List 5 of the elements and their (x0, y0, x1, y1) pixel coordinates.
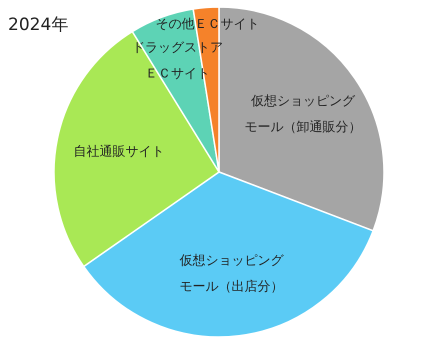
text: 2024年 (8, 15, 68, 35)
slice-label: その他ＥＣサイト (155, 16, 260, 32)
slice-label: 自社通販サイト (73, 144, 164, 159)
slice-label: 仮想ショッピングモール（卸通販分） (244, 94, 362, 135)
slice-label: 仮想ショッピングモール（出店分） (178, 253, 285, 294)
